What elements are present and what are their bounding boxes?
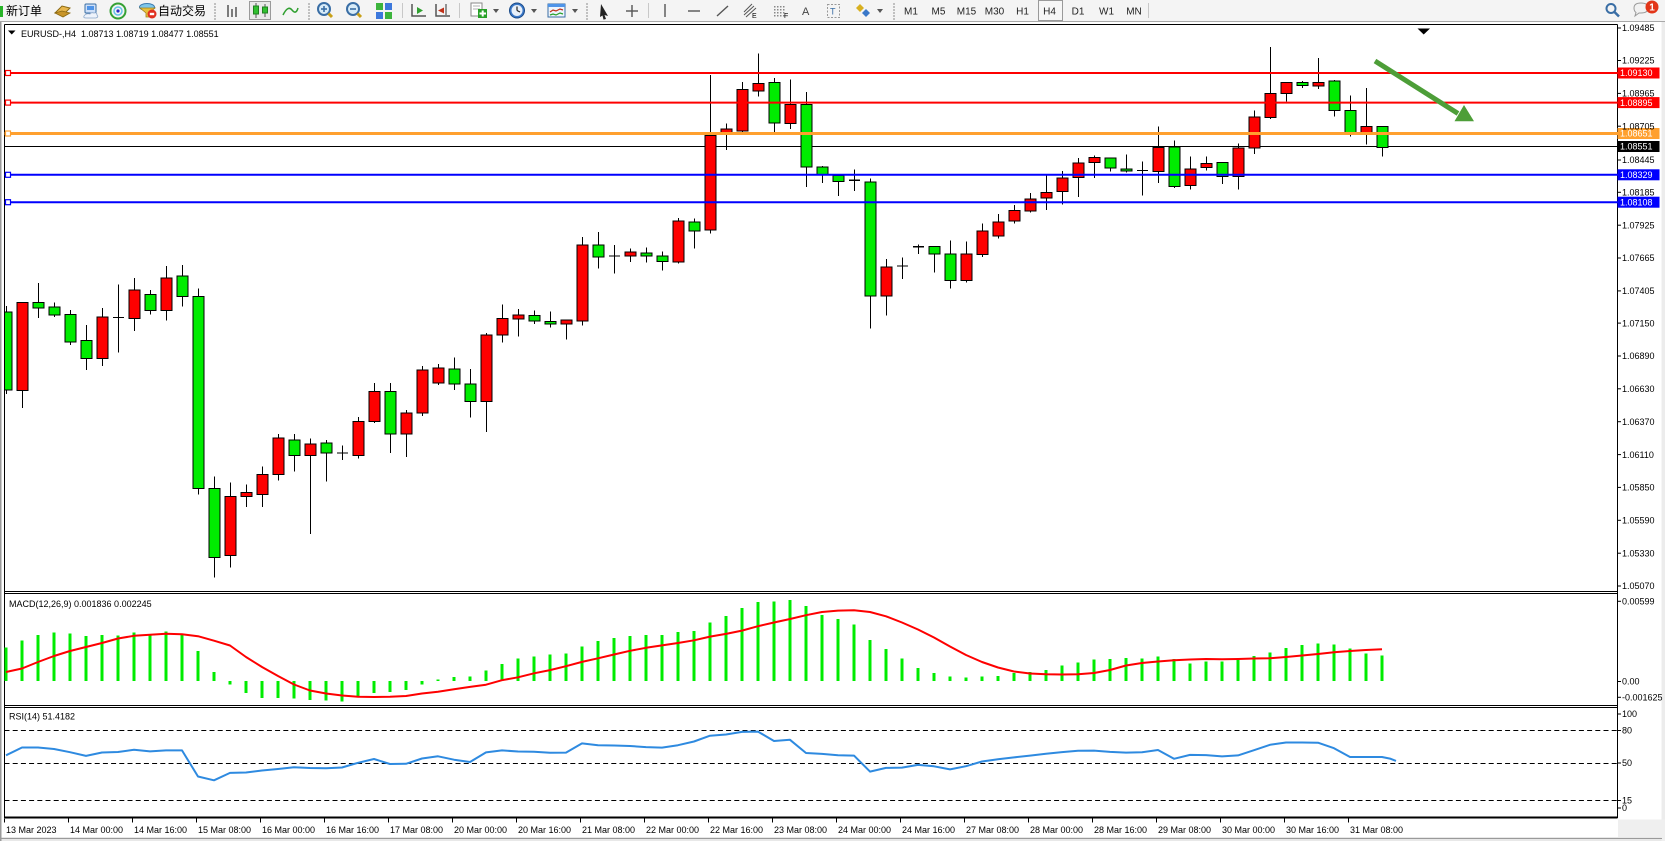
svg-text:1.07150: 1.07150 [1622, 318, 1655, 328]
svg-text:28 Mar 16:00: 28 Mar 16:00 [1094, 825, 1147, 835]
svg-text:1.05850: 1.05850 [1622, 483, 1655, 493]
svg-text:17 Mar 08:00: 17 Mar 08:00 [390, 825, 443, 835]
svg-text:1.07925: 1.07925 [1622, 220, 1655, 230]
svg-text:20 Mar 00:00: 20 Mar 00:00 [454, 825, 507, 835]
svg-text:30 Mar 16:00: 30 Mar 16:00 [1286, 825, 1339, 835]
svg-text:H4: H4 [1043, 7, 1056, 18]
svg-text:28 Mar 00:00: 28 Mar 00:00 [1030, 825, 1083, 835]
svg-text:20 Mar 16:00: 20 Mar 16:00 [518, 825, 571, 835]
svg-text:D1: D1 [1072, 7, 1085, 18]
svg-text:M15: M15 [957, 7, 977, 18]
svg-text:0.00599: 0.00599 [1622, 597, 1655, 607]
svg-text:31 Mar 08:00: 31 Mar 08:00 [1350, 825, 1403, 835]
svg-text:M30: M30 [985, 7, 1005, 18]
svg-text:1.06890: 1.06890 [1622, 351, 1655, 361]
svg-text:1.06110: 1.06110 [1622, 450, 1654, 460]
svg-text:21 Mar 08:00: 21 Mar 08:00 [582, 825, 635, 835]
svg-text:27 Mar 08:00: 27 Mar 08:00 [966, 825, 1019, 835]
svg-text:1.09485: 1.09485 [1622, 23, 1655, 33]
svg-text:24 Mar 00:00: 24 Mar 00:00 [838, 825, 891, 835]
svg-text:H1: H1 [1016, 7, 1029, 18]
svg-text:1.08651: 1.08651 [1620, 129, 1653, 139]
svg-text:MN: MN [1126, 7, 1142, 18]
svg-text:1.08895: 1.08895 [1620, 98, 1653, 108]
svg-text:1: 1 [1649, 3, 1655, 14]
svg-text:-0.001625: -0.001625 [1622, 693, 1663, 703]
svg-text:M5: M5 [932, 7, 946, 18]
svg-text:0.00: 0.00 [1622, 677, 1640, 687]
svg-text:1.08108: 1.08108 [1620, 197, 1653, 207]
svg-text:1.07405: 1.07405 [1622, 286, 1655, 296]
svg-text:14 Mar 00:00: 14 Mar 00:00 [70, 825, 123, 835]
svg-text:1.09130: 1.09130 [1620, 68, 1653, 78]
svg-text:RSI(14) 51.4182: RSI(14) 51.4182 [9, 712, 75, 722]
svg-text:W1: W1 [1099, 7, 1114, 18]
svg-text:0: 0 [1622, 803, 1627, 813]
svg-text:1.07665: 1.07665 [1622, 253, 1655, 263]
svg-text:M1: M1 [904, 7, 918, 18]
svg-text:自动交易: 自动交易 [158, 3, 206, 18]
svg-text:1.06370: 1.06370 [1622, 417, 1655, 427]
svg-text:22 Mar 16:00: 22 Mar 16:00 [710, 825, 763, 835]
svg-text:14 Mar 16:00: 14 Mar 16:00 [134, 825, 187, 835]
svg-text:1.08329: 1.08329 [1620, 170, 1653, 180]
svg-text:1.08185: 1.08185 [1622, 188, 1655, 198]
svg-text:A: A [802, 6, 810, 18]
svg-text:新订单: 新订单 [6, 3, 42, 18]
svg-text:E: E [752, 13, 757, 20]
svg-text:13 Mar 2023: 13 Mar 2023 [6, 825, 57, 835]
svg-text:F: F [784, 13, 788, 20]
svg-text:80: 80 [1622, 726, 1632, 736]
svg-text:15 Mar 08:00: 15 Mar 08:00 [198, 825, 251, 835]
svg-text:1.08445: 1.08445 [1622, 155, 1655, 165]
svg-text:23 Mar 08:00: 23 Mar 08:00 [774, 825, 827, 835]
svg-text:16 Mar 16:00: 16 Mar 16:00 [326, 825, 379, 835]
svg-text:50: 50 [1622, 758, 1632, 768]
svg-text:30 Mar 00:00: 30 Mar 00:00 [1222, 825, 1275, 835]
svg-text:24 Mar 16:00: 24 Mar 16:00 [902, 825, 955, 835]
svg-text:22 Mar 00:00: 22 Mar 00:00 [646, 825, 699, 835]
svg-text:MACD(12,26,9) 0.001836 0.00224: MACD(12,26,9) 0.001836 0.002245 [9, 599, 152, 609]
svg-text:16 Mar 00:00: 16 Mar 00:00 [262, 825, 315, 835]
svg-text:100: 100 [1622, 709, 1637, 719]
svg-text:1.08965: 1.08965 [1622, 89, 1655, 99]
svg-text:1.09225: 1.09225 [1622, 56, 1655, 66]
svg-text:29 Mar 08:00: 29 Mar 08:00 [1158, 825, 1211, 835]
svg-text:1.08551: 1.08551 [1620, 142, 1653, 152]
svg-text:1.06630: 1.06630 [1622, 384, 1655, 394]
svg-text:1.05590: 1.05590 [1622, 516, 1655, 526]
svg-text:15: 15 [1622, 796, 1632, 806]
svg-text:1.08705: 1.08705 [1622, 121, 1655, 131]
svg-text:T: T [830, 7, 836, 17]
svg-text:1.05070: 1.05070 [1622, 581, 1655, 591]
svg-text:EURUSD-,H4 1.08713 1.08719 1.: EURUSD-,H4 1.08713 1.08719 1.08477 1.085… [21, 29, 219, 39]
svg-text:1.05330: 1.05330 [1622, 548, 1655, 558]
